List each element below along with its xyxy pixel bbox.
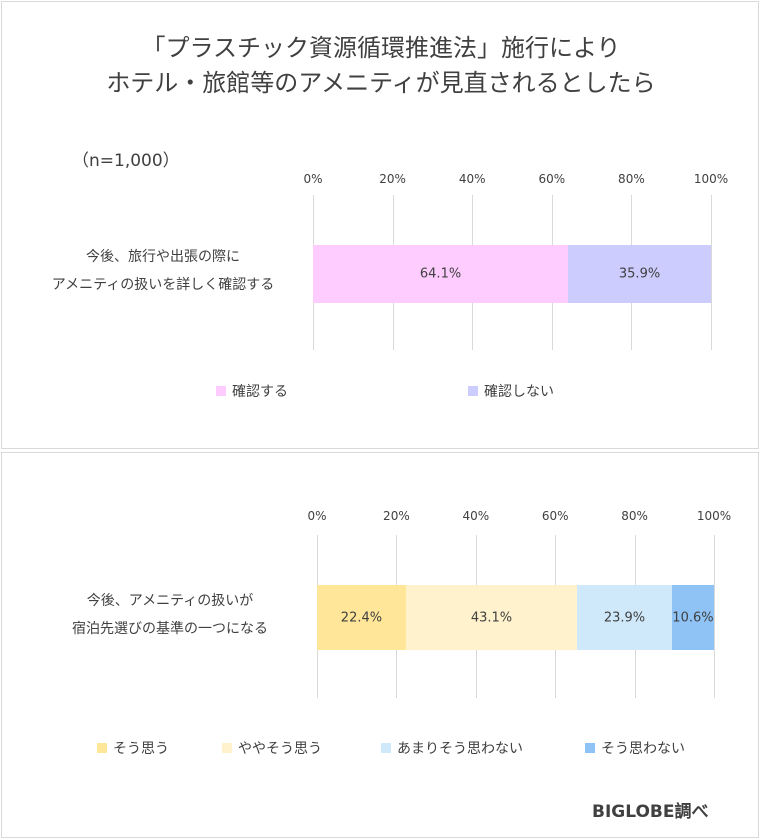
x-tick-label: 60%: [538, 172, 566, 186]
legend-item: そう思う: [97, 738, 169, 758]
gridline: [711, 195, 712, 350]
legend-swatch: [97, 743, 107, 753]
source-credit: BIGLOBE調べ: [592, 802, 709, 822]
legend-label: 確認する: [232, 384, 288, 400]
legend-label: そう思う: [113, 741, 169, 757]
data-label: 43.1%: [470, 610, 513, 625]
category-label-line: アメニティの扱いを詳しく確認する: [51, 277, 275, 293]
x-tick-label: 80%: [618, 172, 645, 186]
legend-label: 確認しない: [484, 384, 554, 400]
bar-segment: [577, 585, 672, 650]
legend-item: あまりそう思わない: [381, 738, 523, 758]
x-tick-label: 20%: [383, 509, 410, 523]
data-label: 22.4%: [340, 610, 383, 625]
chart-title-line-1: 「プラスチック資源循環推進法」施行により: [141, 34, 621, 62]
legend-swatch: [585, 743, 595, 753]
data-label: 35.9%: [618, 266, 661, 282]
x-tick-label: 0%: [303, 172, 323, 186]
bar-segment: [313, 245, 569, 303]
category-label-line: 今後、旅行や出張の際に: [86, 249, 240, 265]
x-tick-label: 60%: [541, 509, 569, 523]
bar-segment: [317, 585, 406, 650]
x-tick-label: 40%: [462, 509, 490, 523]
x-tick-label: 100%: [696, 509, 732, 523]
x-tick-label: 20%: [379, 172, 406, 186]
legend-swatch: [468, 386, 478, 396]
legend-label: あまりそう思わない: [397, 741, 523, 757]
gridline: [714, 535, 715, 698]
legend-item: 確認する: [216, 381, 288, 401]
chart-title-line-2: ホテル・旅館等のアメニティが見直されるとしたら: [106, 69, 656, 97]
data-label: 10.6%: [672, 610, 714, 625]
x-tick-label: 40%: [458, 172, 486, 186]
legend-swatch: [222, 743, 232, 753]
sample-size-note: （n=1,000）: [72, 151, 180, 171]
legend-item: 確認しない: [468, 381, 554, 401]
category-label-line: 今後、アメニティの扱いが: [86, 593, 254, 609]
data-label: 64.1%: [419, 266, 462, 282]
legend-swatch: [216, 386, 226, 396]
category-label-line: 宿泊先選びの基準の一つになる: [72, 621, 268, 637]
legend-item: ややそう思う: [222, 738, 322, 758]
legend-label: そう思わない: [601, 741, 685, 757]
bar-segment: [568, 245, 711, 303]
bar-segment: [405, 585, 578, 650]
bar-segment: [671, 585, 714, 650]
legend-item: そう思わない: [585, 738, 685, 758]
x-tick-label: 0%: [307, 509, 327, 523]
x-tick-label: 80%: [621, 509, 648, 523]
legend-swatch: [381, 743, 391, 753]
data-label: 23.9%: [603, 610, 646, 625]
legend-label: ややそう思う: [238, 741, 322, 757]
chart-panel-1: [1, 1, 759, 449]
x-tick-label: 100%: [693, 172, 729, 186]
